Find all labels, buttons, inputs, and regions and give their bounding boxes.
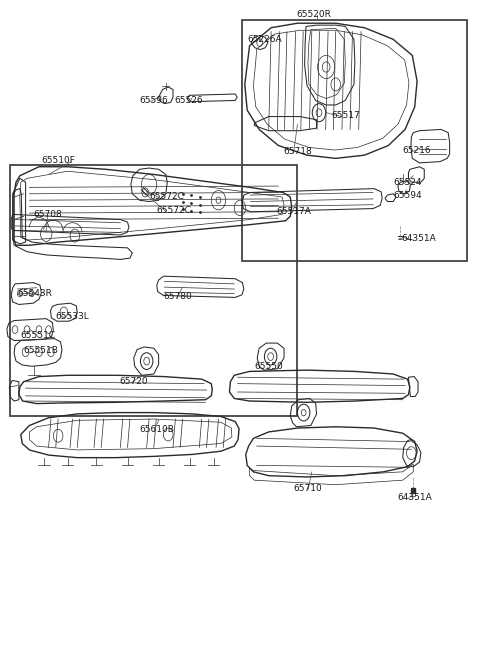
Text: 65533L: 65533L [56, 312, 89, 321]
Text: 65718: 65718 [283, 148, 312, 157]
Text: 65708: 65708 [33, 210, 62, 219]
Text: 65517A: 65517A [276, 206, 311, 215]
Text: 64351A: 64351A [397, 493, 432, 502]
Text: 65610B: 65610B [140, 426, 174, 435]
Text: 65596: 65596 [140, 96, 168, 105]
Text: 65551C: 65551C [21, 331, 56, 340]
Text: 65710: 65710 [294, 484, 323, 493]
Text: 65551B: 65551B [24, 346, 59, 355]
Text: 65550: 65550 [254, 362, 283, 371]
Text: 65517: 65517 [331, 111, 360, 120]
Text: 65526: 65526 [174, 96, 203, 105]
Bar [242, 20, 468, 261]
Text: 64351A: 64351A [402, 234, 436, 243]
Text: 65543R: 65543R [17, 289, 52, 298]
Text: 65594: 65594 [393, 190, 422, 199]
Bar [10, 165, 298, 416]
Text: 65572C: 65572C [156, 206, 191, 215]
Text: 65226A: 65226A [247, 35, 282, 44]
Text: 65720: 65720 [120, 377, 148, 386]
Text: 65572C: 65572C [149, 192, 184, 201]
Text: 65524: 65524 [393, 177, 421, 186]
Text: 65216: 65216 [403, 146, 432, 155]
Text: 65780: 65780 [163, 292, 192, 301]
Text: 65510F: 65510F [41, 156, 75, 165]
Text: 65520R: 65520R [297, 10, 331, 19]
